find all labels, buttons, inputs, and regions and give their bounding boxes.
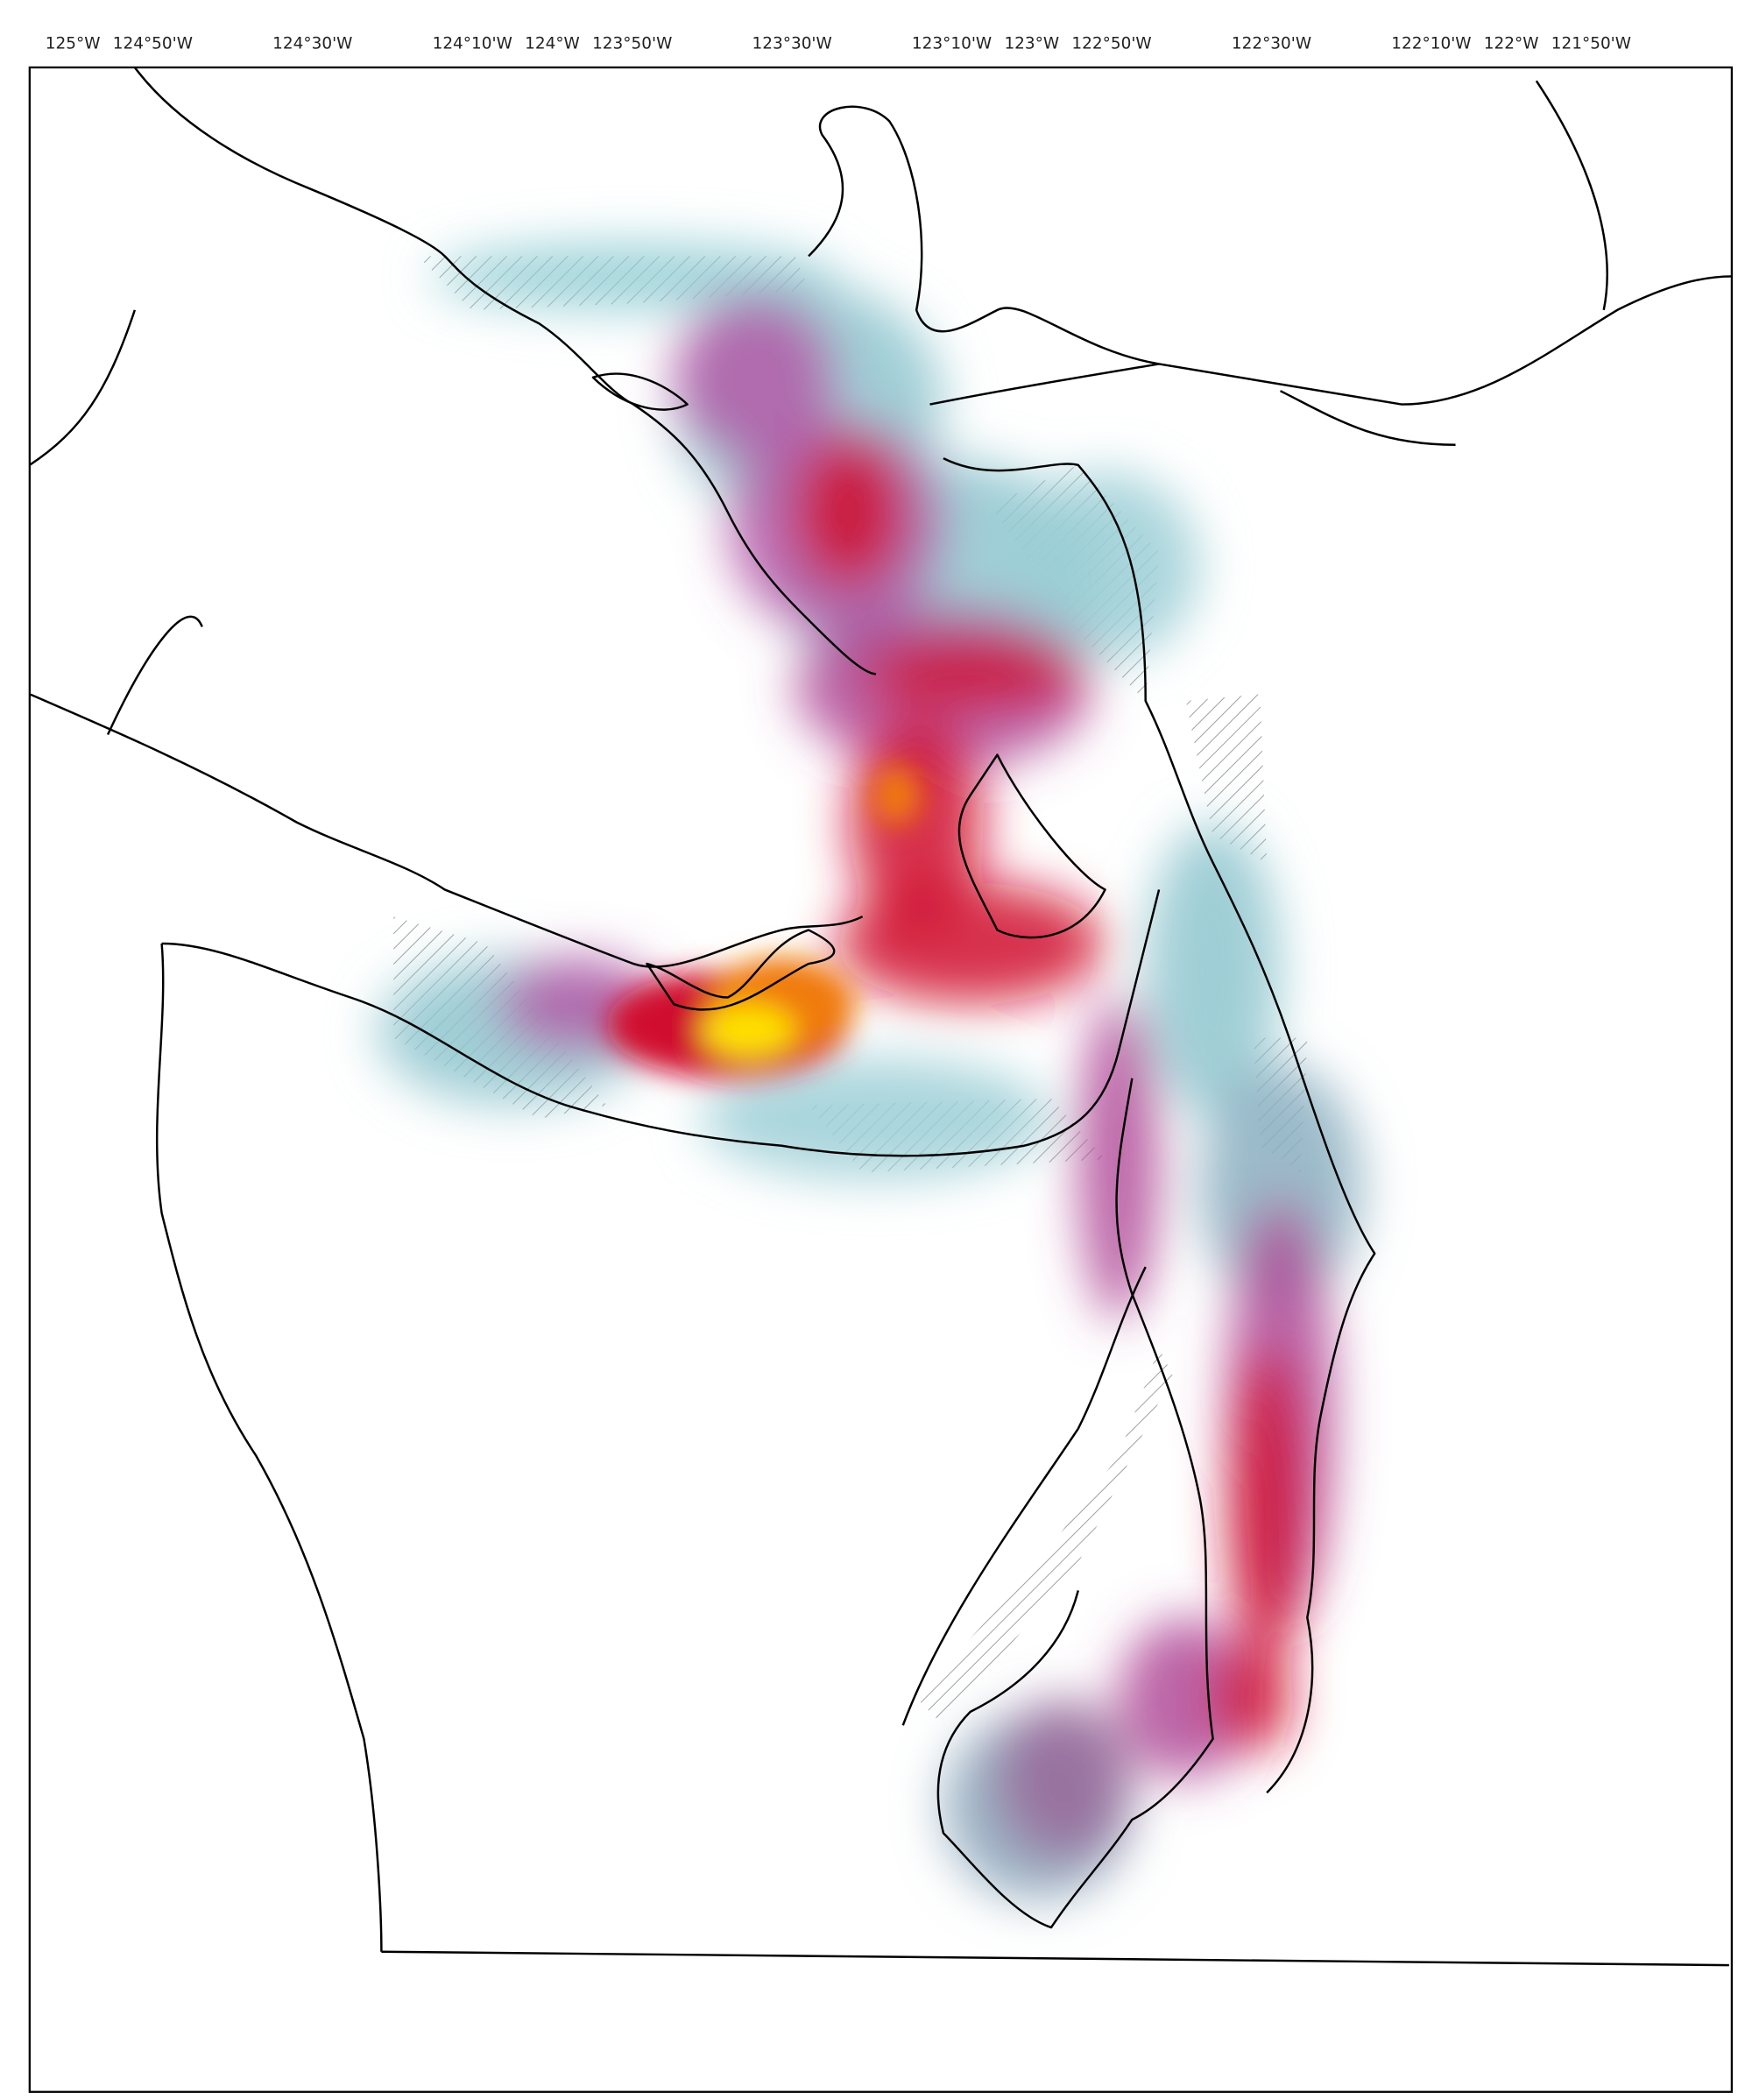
heat-blob <box>1199 1064 1361 1308</box>
lon-tick-label: 122°W <box>1484 34 1539 53</box>
lon-tick-label: 125°W <box>46 34 101 53</box>
heat-blob <box>701 1057 1051 1180</box>
lon-tick-label: 124°50'W <box>113 34 193 53</box>
heatmap <box>377 242 1361 1901</box>
coastlines <box>29 67 1732 1967</box>
heat-blob <box>997 1698 1133 1861</box>
heat-blob <box>1118 1617 1254 1779</box>
heat-blob <box>795 438 903 587</box>
heat-core <box>701 1004 795 1058</box>
lon-tick-label: 123°10'W <box>912 34 992 53</box>
lon-tick-label: 124°30'W <box>272 34 352 53</box>
lon-tick-label: 124°10'W <box>433 34 512 53</box>
frame <box>28 66 1734 2093</box>
heat-blob <box>1145 822 1281 1119</box>
lon-tick-label: 122°50'W <box>1071 34 1151 53</box>
lon-tick-label: 123°30'W <box>752 34 832 53</box>
heat-blob <box>835 882 1106 1005</box>
lon-tick-label: 124°W <box>525 34 580 53</box>
lon-tick-label: 123°50'W <box>592 34 672 53</box>
heat-blob <box>431 242 836 310</box>
heat-blob <box>674 296 836 459</box>
heatmap-core <box>606 765 921 1078</box>
heat-blob <box>1215 1644 1291 1753</box>
heat-blob <box>862 640 1078 708</box>
lon-tick-label: 123°W <box>1004 34 1059 53</box>
lon-tick-label: 122°10'W <box>1391 34 1471 53</box>
heat-blob <box>1229 1347 1305 1672</box>
lon-tick-label: 122°30'W <box>1232 34 1311 53</box>
longitude-ticks: 125°W 124°50'W 124°30'W 124°10'W 124°W 123°50… <box>46 34 1631 53</box>
heat-core <box>872 765 921 825</box>
lon-tick-label: 121°50'W <box>1551 34 1631 53</box>
heat-blob <box>849 714 985 930</box>
heat-blob <box>1010 471 1200 661</box>
